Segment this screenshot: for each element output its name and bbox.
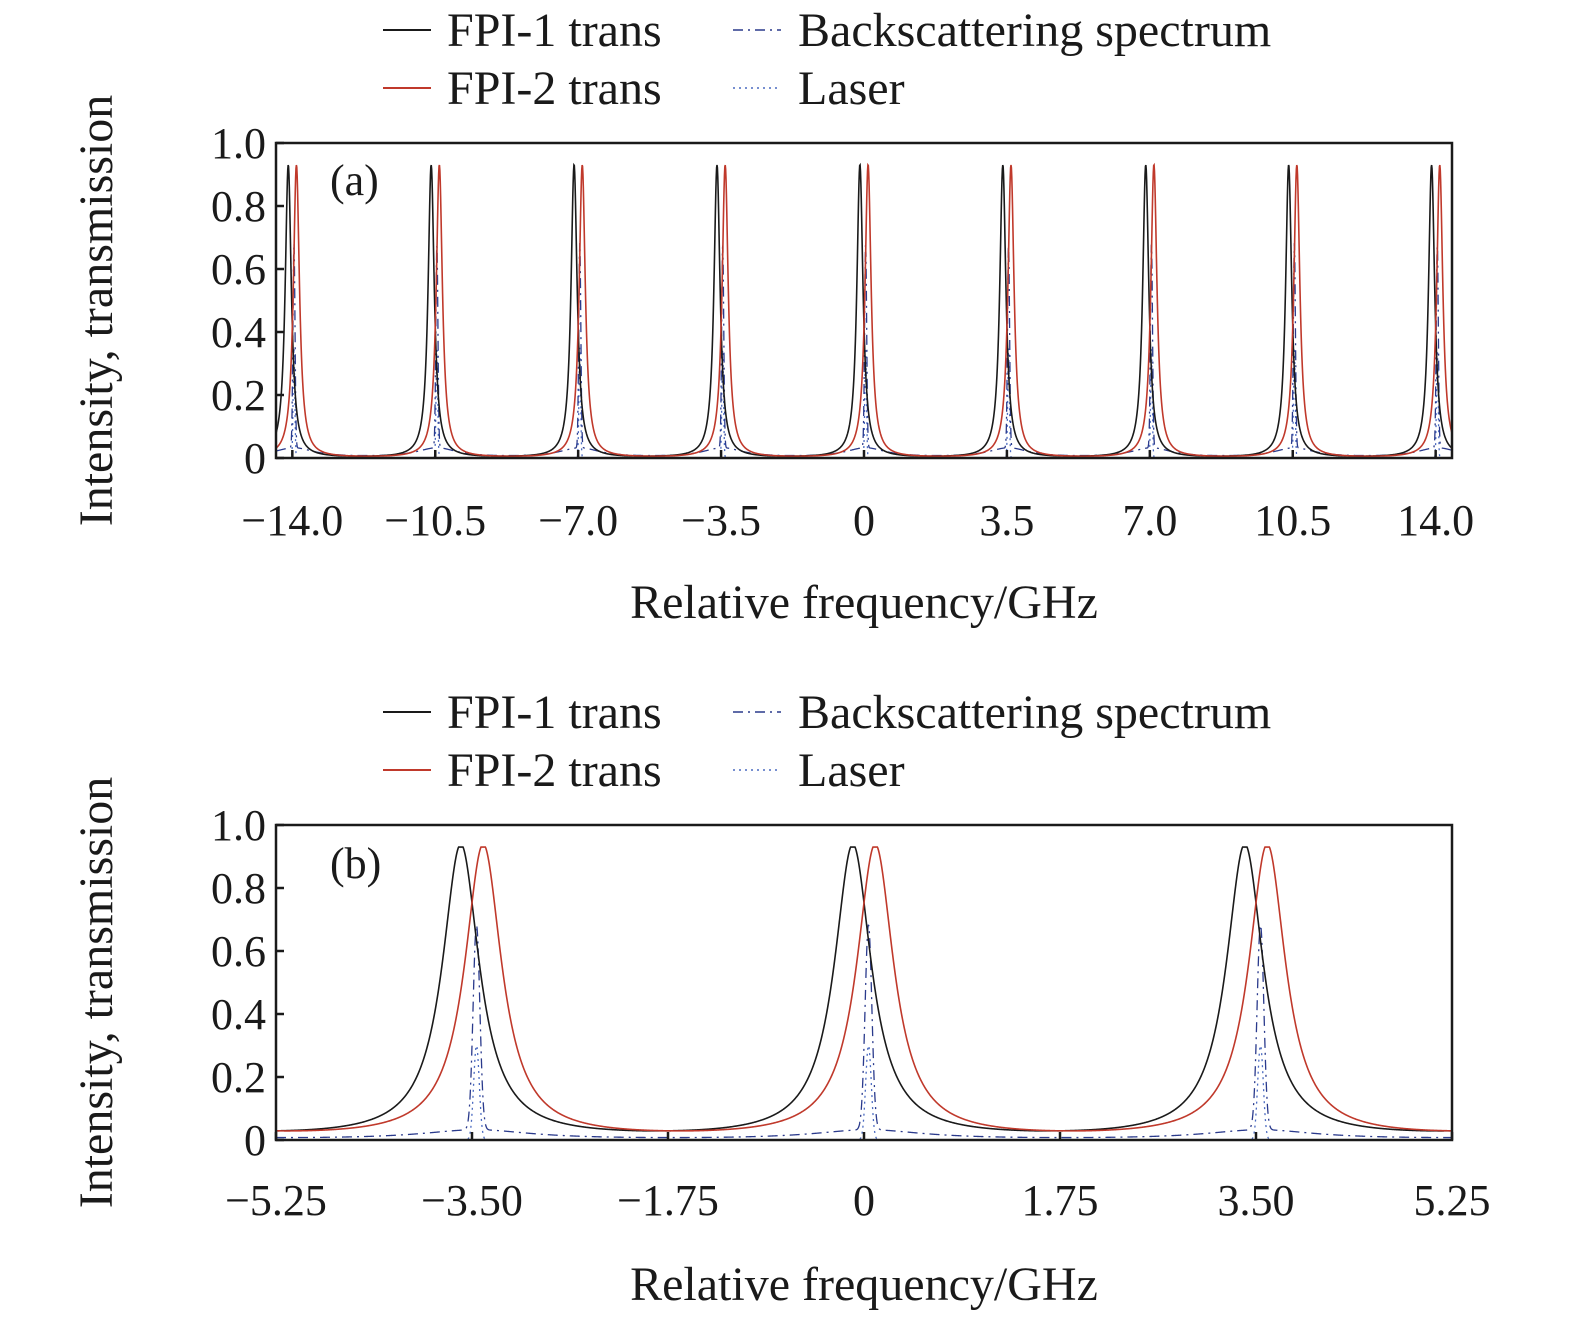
- plot-area: [276, 162, 1452, 458]
- x-tick-label: −1.75: [617, 1176, 719, 1225]
- legend-label: Laser: [798, 62, 905, 115]
- legend-label: FPI-2 trans: [447, 744, 662, 797]
- y-tick-label: 0.2: [211, 371, 266, 420]
- y-tick-label: 1.0: [211, 801, 266, 850]
- x-tick-label: 14.0: [1397, 496, 1474, 545]
- x-tick-label: 3.50: [1218, 1176, 1295, 1225]
- y-tick-label: 0: [244, 1116, 266, 1165]
- legend-label: Laser: [798, 744, 905, 797]
- series-line-fpi-2-trans: [276, 162, 1452, 457]
- y-axis-title: Intensity, transmission: [70, 777, 123, 1209]
- x-tick-label: −5.25: [225, 1176, 327, 1225]
- x-tick-label: 0: [853, 496, 875, 545]
- x-tick-label: −7.0: [538, 496, 618, 545]
- series-line-fpi-1-trans: [276, 846, 1452, 1132]
- plot-frame: [274, 823, 1454, 1142]
- x-tick-label: −3.5: [681, 496, 761, 545]
- x-tick-label: 7.0: [1122, 496, 1177, 545]
- y-tick-label: 0.4: [211, 308, 266, 357]
- plot-area: [276, 846, 1452, 1140]
- legend-label: FPI-1 trans: [447, 4, 662, 57]
- x-tick-label: 1.75: [1022, 1176, 1099, 1225]
- y-tick-label: 0: [244, 434, 266, 483]
- y-tick-label: 0.8: [211, 864, 266, 913]
- x-tick-label: 3.5: [979, 496, 1034, 545]
- x-tick-label: −3.50: [421, 1176, 523, 1225]
- series-line-fpi-2-trans: [276, 846, 1452, 1132]
- panel-label: (a): [330, 156, 379, 205]
- y-tick-label: 0.2: [211, 1053, 266, 1102]
- chart-panel-a: −14.0 −10.5 −7.0 −3.5 0 3.5 7.0 10.5 14.0 0 0.2 0.4…: [70, 4, 1474, 629]
- series-line-backscattering-spectrum: [276, 924, 1452, 1139]
- x-axis-title: Relative frequency/GHz: [630, 576, 1098, 629]
- y-tick-label: 1.0: [211, 119, 266, 168]
- y-tick-label: 0.4: [211, 990, 266, 1039]
- chart-panel-b: −5.25 −3.50 −1.75 0 1.75 3.50 5.25 0 0.2 0.4 0.6 0.…: [70, 686, 1491, 1311]
- legend-label: Backscattering spectrum: [798, 686, 1271, 739]
- y-tick-label: 0.6: [211, 927, 266, 976]
- x-tick-label: −14.0: [241, 496, 343, 545]
- x-tick-label: 5.25: [1414, 1176, 1491, 1225]
- y-tick-label: 0.6: [211, 245, 266, 294]
- legend-label: FPI-2 trans: [447, 62, 662, 115]
- x-tick-label: 0: [853, 1176, 875, 1225]
- x-tick-label: −10.5: [384, 496, 486, 545]
- y-axis-title: Intensity, transmission: [70, 95, 123, 527]
- x-axis-title: Relative frequency/GHz: [630, 1258, 1098, 1311]
- panel-label: (b): [330, 839, 381, 888]
- legend-label: FPI-1 trans: [447, 686, 662, 739]
- x-tick-label: 10.5: [1254, 496, 1331, 545]
- y-tick-label: 0.8: [211, 182, 266, 231]
- legend-label: Backscattering spectrum: [798, 4, 1271, 57]
- series-line-laser: [276, 1044, 1452, 1140]
